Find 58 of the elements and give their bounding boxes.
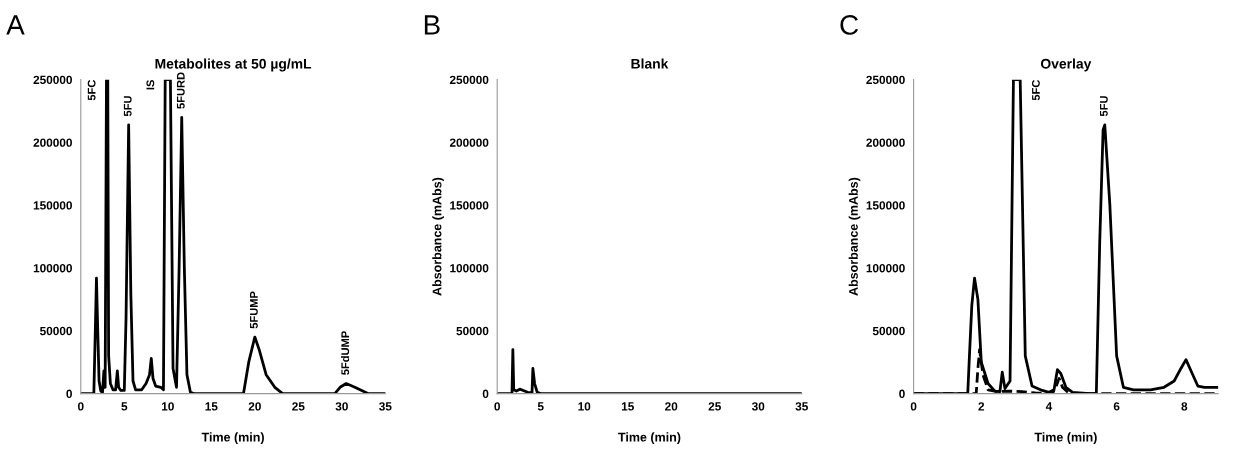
x-tick-label: 30	[335, 402, 348, 411]
y-axis-title: Absorbance (mAbs)	[432, 177, 444, 296]
y-tick-label: 250000	[449, 75, 489, 85]
y-tick-label: 50000	[872, 326, 905, 336]
x-tick-label: 20	[665, 402, 678, 411]
annotation: 5FURD	[176, 72, 185, 109]
x-tick-label: 8	[1181, 402, 1188, 411]
y-tick-label: 150000	[450, 201, 489, 210]
y-tick-label: 0	[899, 389, 905, 398]
annotation: 5FdUMP	[341, 331, 350, 375]
x-tick-label: 0	[494, 402, 500, 411]
y-tick-label: 100000	[866, 264, 905, 273]
y-tick-label: 0	[482, 389, 489, 398]
chart-title: Blank	[631, 58, 669, 69]
y-axis-title: Absorbance (mAbs)	[848, 177, 861, 296]
y-tick-label: 150000	[33, 201, 72, 210]
text: B	[424, 15, 440, 35]
y-tick-label: 250000	[33, 75, 72, 85]
y-tick-label: 200000	[449, 138, 489, 147]
y-tick-label: 50000	[456, 326, 489, 336]
y-tick-label: 250000	[866, 75, 905, 85]
y-tick-label: 150000	[866, 201, 905, 210]
annotation: IS	[146, 80, 155, 90]
annotation: 5FC	[1031, 79, 1040, 101]
x-axis-title: Time (min)	[201, 432, 264, 445]
annotation: 5FC	[87, 79, 96, 101]
x-tick-label: 10	[578, 402, 591, 411]
x-tick-label: 15	[621, 402, 634, 411]
x-axis-title: Time (min)	[618, 432, 681, 445]
annotation: 5FU	[1100, 96, 1108, 117]
x-tick-label: 0	[77, 402, 84, 411]
x-tick-label: 10	[161, 402, 174, 411]
x-tick-label: 25	[708, 402, 721, 411]
x-tick-label: 4	[1045, 402, 1053, 411]
y-tick-label: 200000	[866, 138, 905, 147]
x-tick-label: 0	[910, 402, 917, 411]
x-tick-label: 35	[795, 402, 808, 411]
x-tick-label: 2	[978, 402, 985, 411]
x-tick-label: 20	[248, 402, 261, 411]
y-tick-label: 0	[66, 389, 72, 398]
y-tick-label: 50000	[40, 326, 72, 336]
annotation: 5FUMP	[250, 291, 258, 329]
chart-title: Metabolites at 50 µg/mL	[155, 58, 312, 72]
annotation: 5FU	[123, 96, 132, 117]
x-tick-label: 35	[379, 402, 392, 411]
x-tick-label: 15	[205, 402, 218, 411]
x-tick-label: 5	[537, 402, 544, 411]
chart-title: Overlay	[1040, 58, 1092, 72]
y-tick-label: 100000	[33, 264, 72, 273]
text: C	[840, 15, 859, 35]
x-tick-label: 5	[121, 402, 128, 411]
y-tick-label: 100000	[450, 264, 489, 273]
text: A	[6, 15, 25, 35]
x-tick-label: 25	[292, 402, 305, 411]
x-tick-label: 30	[751, 402, 765, 411]
x-axis-title: Time (min)	[1034, 432, 1097, 445]
x-tick-label: 6	[1113, 402, 1120, 411]
y-tick-label: 200000	[33, 138, 72, 147]
